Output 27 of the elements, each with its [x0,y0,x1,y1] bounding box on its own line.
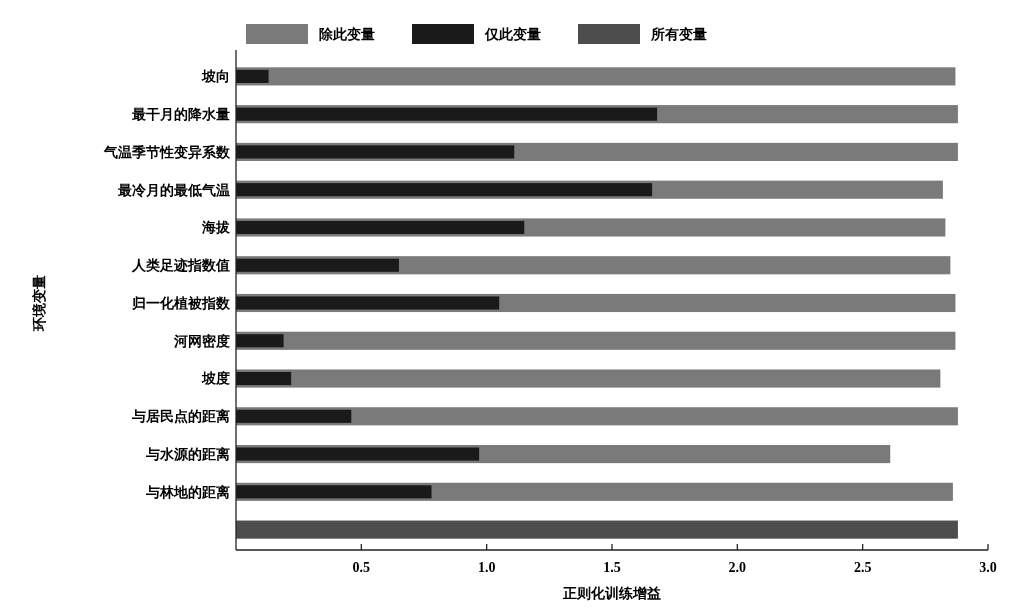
x-tick-label: 1.0 [477,560,496,575]
y-tick-label: 与居民点的距离 [131,408,230,425]
x-axis-title: 正则化训练增益 [562,585,661,601]
y-tick-label: 与水源的距离 [145,445,230,462]
y-tick-label: 河网密度 [173,332,230,349]
y-tick-label: 海拔 [201,219,231,236]
y-tick-label: 最冷月的最低气温 [117,181,230,198]
legend-label: 除此变量 [319,25,375,42]
y-tick-label: 人类足迹指数值 [131,257,230,274]
bar [236,369,941,388]
y-axis-title: 环境变量 [31,275,47,332]
y-tick-label: 最干月的降水量 [131,106,230,123]
bar [236,331,956,350]
legend-label: 所有变量 [650,25,707,42]
x-tick-label: 3.0 [979,560,997,575]
x-tick-label: 1.5 [603,560,621,575]
x-tick-label: 2.5 [853,560,872,575]
y-tick-label: 坡向 [201,68,230,85]
y-tick-label: 与林地的距离 [145,483,230,500]
y-tick-label: 归一化植被指数 [131,294,231,311]
bar [236,67,956,86]
y-tick-label: 气温季节性变异系数 [103,143,231,160]
legend-label: 仅此变量 [484,25,541,42]
x-tick-label: 2.0 [728,560,747,575]
bar [236,520,958,539]
y-tick-label: 坡度 [201,370,230,387]
x-tick-label: 0.5 [352,560,371,575]
